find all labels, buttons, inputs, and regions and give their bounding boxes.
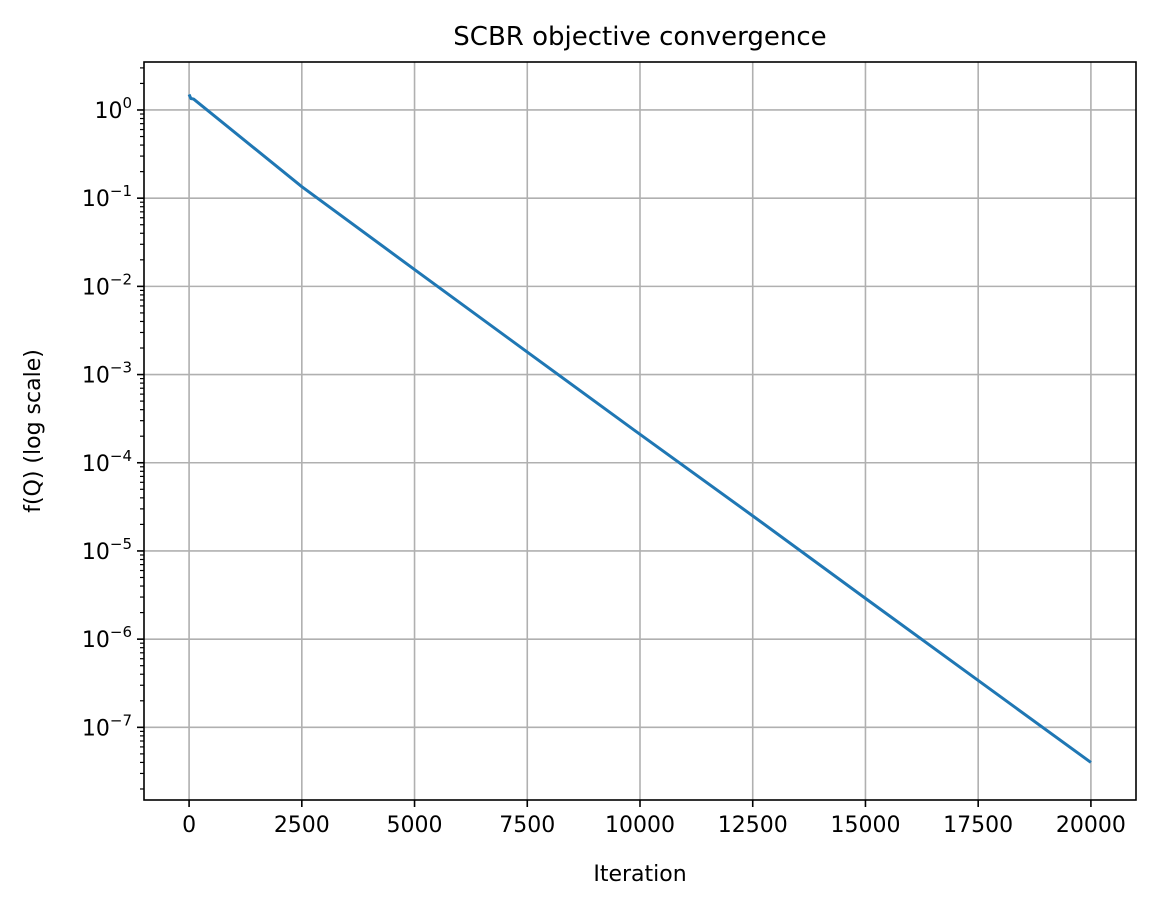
series-line (187, 93, 1092, 764)
y-tick-label: 10−4 (82, 447, 132, 477)
x-tick-label: 5000 (387, 813, 443, 838)
y-tick-label: 10−5 (82, 535, 132, 565)
x-tick-label: 10000 (605, 813, 675, 838)
y-axis-label: f(Q) (log scale) (21, 349, 46, 513)
y-tick-label: 100 (94, 94, 132, 124)
y-tick-label: 10−7 (82, 711, 132, 741)
x-tick-label: 2500 (274, 813, 330, 838)
plot-frame (143, 61, 1137, 801)
y-axis: 100 10−1 10−2 10−3 10−4 10−5 10−6 10−7 (82, 94, 144, 741)
y-tick-label: 10−1 (82, 182, 132, 212)
x-tick-label: 15000 (830, 813, 900, 838)
x-tick-label: 0 (182, 813, 196, 838)
x-tick-label: 17500 (943, 813, 1013, 838)
y-tick-label: 10−6 (82, 623, 132, 653)
grid (144, 62, 1136, 800)
y-tick-label: 10−3 (82, 359, 132, 389)
x-tick-label: 7500 (499, 813, 555, 838)
x-axis-label: Iteration (593, 862, 686, 887)
y-tick-label: 10−2 (82, 270, 132, 300)
x-tick-label: 20000 (1056, 813, 1126, 838)
x-axis: 0 2500 5000 7500 10000 12500 15000 17500 20000 (182, 800, 1126, 838)
x-tick-label: 12500 (718, 813, 788, 838)
chart-title: SCBR objective convergence (453, 22, 826, 52)
series-layer (187, 93, 1092, 764)
